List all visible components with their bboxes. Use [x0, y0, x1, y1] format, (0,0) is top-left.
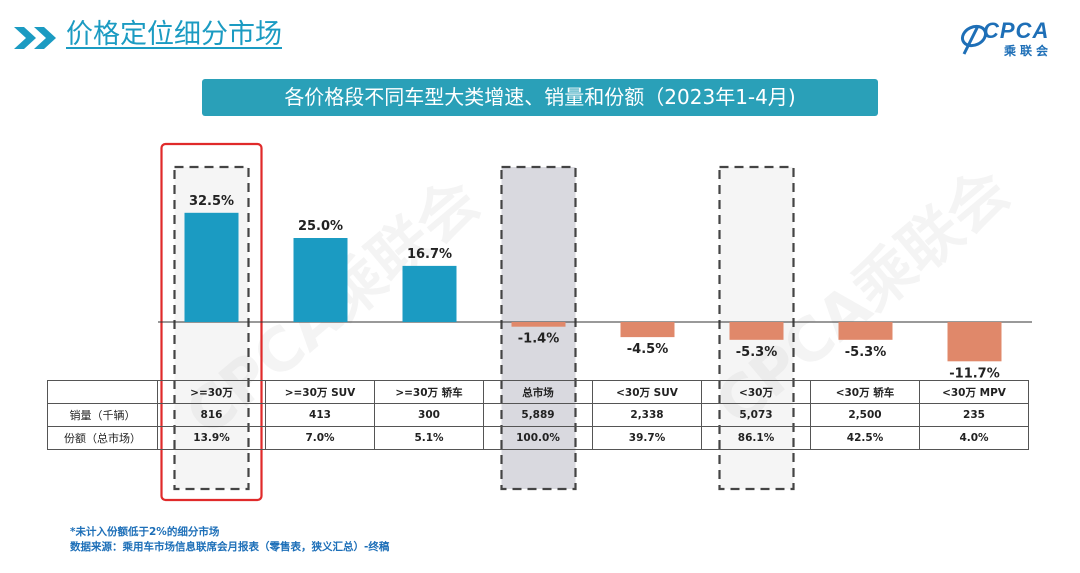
table-cell: 4.0%	[919, 426, 1029, 450]
chevron-arrows-icon	[14, 27, 56, 49]
bar	[947, 322, 1002, 362]
table-cell: 100.0%	[483, 426, 593, 450]
bar-value-label: 25.0%	[298, 219, 343, 234]
table-header-cell	[47, 380, 158, 404]
table-cell: 13.9%	[157, 426, 266, 450]
table-cell: 2,338	[592, 403, 702, 427]
table-cell: 300	[374, 403, 484, 427]
table-header-cell: >=30万	[157, 380, 266, 404]
cpca-logo: CPCA 乘联会	[960, 18, 1068, 60]
table-cell: 7.0%	[265, 426, 375, 450]
data-table: >=30万 >=30万 SUV >=30万 轿车 总市场 <30万 SUV <3…	[47, 380, 1029, 450]
bar	[838, 322, 893, 340]
table-cell: 42.5%	[810, 426, 920, 450]
bar-value-label: -5.3%	[845, 345, 886, 360]
footer-source: 数据来源：乘用车市场信息联席会月报表（零售表，狭义汇总）-终稿	[70, 541, 390, 553]
logo-text: CPCA	[983, 18, 1050, 43]
table-header-cell: <30万 轿车	[810, 380, 920, 404]
table-header-cell: <30万 MPV	[919, 380, 1029, 404]
bar	[184, 212, 239, 322]
bar	[620, 322, 675, 338]
bar-value-label: 16.7%	[407, 247, 452, 262]
bar-value-label: -1.4%	[518, 332, 559, 347]
table-cell: 5,073	[701, 403, 811, 427]
table-header-cell: <30万 SUV	[592, 380, 702, 404]
table-header-cell: 总市场	[483, 380, 593, 404]
table-header-cell: >=30万 SUV	[265, 380, 375, 404]
page-title: 价格定位细分市场	[66, 19, 282, 50]
bar-value-label: -11.7%	[949, 366, 1000, 381]
row-label: 份额（总市场）	[47, 426, 158, 450]
table-header-cell: >=30万 轿车	[374, 380, 484, 404]
table-cell: 816	[157, 403, 266, 427]
bar	[402, 265, 457, 322]
table-row-sales: 销量（千辆） 816 413 300 5,889 2,338 5,073 2,5…	[47, 403, 1029, 427]
bar	[293, 238, 348, 322]
logo-swoosh-icon	[960, 24, 988, 55]
row-label: 销量（千辆）	[47, 403, 158, 427]
bar-value-label: 32.5%	[189, 194, 234, 209]
table-cell: 5,889	[483, 403, 593, 427]
table-cell: 39.7%	[592, 426, 702, 450]
bar	[511, 322, 566, 327]
logo-subtext: 乘联会	[1004, 44, 1053, 58]
bar-value-label: -4.5%	[627, 342, 668, 357]
footer-note: *未计入份额低于2%的细分市场	[70, 526, 220, 538]
footer: *未计入份额低于2%的细分市场 数据来源：乘用车市场信息联席会月报表（零售表，狭…	[70, 525, 389, 555]
table-cell: 2,500	[810, 403, 920, 427]
table-cell: 86.1%	[701, 426, 811, 450]
chart-title-banner: 各价格段不同车型大类增速、销量和份额（2023年1-4月)	[202, 79, 878, 116]
table-cell: 5.1%	[374, 426, 484, 450]
table-row-share: 份额（总市场） 13.9% 7.0% 5.1% 100.0% 39.7% 86.…	[47, 426, 1029, 450]
table-header-cell: <30万	[701, 380, 811, 404]
table-header-row: >=30万 >=30万 SUV >=30万 轿车 总市场 <30万 SUV <3…	[47, 380, 1029, 404]
bar	[729, 322, 784, 340]
table-cell: 235	[919, 403, 1029, 427]
bar-value-label: -5.3%	[736, 345, 777, 360]
table-cell: 413	[265, 403, 375, 427]
